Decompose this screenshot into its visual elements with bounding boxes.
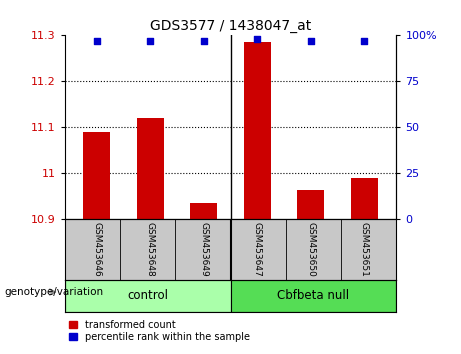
Bar	[65, 280, 230, 312]
Text: GSM453651: GSM453651	[360, 222, 369, 278]
Bar	[351, 178, 378, 219]
Text: GSM453648: GSM453648	[146, 222, 155, 277]
Bar	[190, 203, 217, 219]
Text: GSM453646: GSM453646	[92, 222, 101, 277]
Bar	[137, 118, 164, 219]
Point	[307, 38, 314, 44]
Text: control: control	[127, 289, 168, 302]
Text: GSM453649: GSM453649	[199, 222, 208, 277]
Bar	[244, 42, 271, 219]
Text: GSM453650: GSM453650	[306, 222, 315, 278]
Point	[254, 36, 261, 42]
Bar	[83, 132, 110, 219]
Bar	[297, 189, 324, 219]
Legend: transformed count, percentile rank within the sample: transformed count, percentile rank withi…	[70, 320, 250, 342]
Point	[93, 38, 100, 44]
Text: Cbfbeta null: Cbfbeta null	[278, 289, 349, 302]
Title: GDS3577 / 1438047_at: GDS3577 / 1438047_at	[150, 19, 311, 33]
Point	[200, 38, 207, 44]
Point	[361, 38, 368, 44]
Bar	[230, 280, 396, 312]
Point	[147, 38, 154, 44]
Text: genotype/variation: genotype/variation	[5, 287, 104, 297]
Text: GSM453647: GSM453647	[253, 222, 262, 277]
